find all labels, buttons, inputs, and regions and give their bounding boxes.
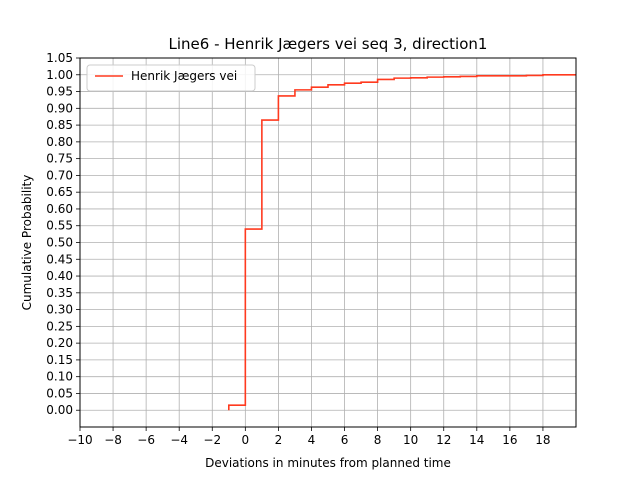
x-tick-label: 8 — [374, 433, 382, 447]
y-tick-label: 0.35 — [46, 286, 73, 300]
x-tick-label: 16 — [502, 433, 517, 447]
y-tick-label: 1.05 — [46, 51, 73, 65]
y-tick-label: 0.10 — [46, 370, 73, 384]
y-tick-label: 0.45 — [46, 252, 73, 266]
y-tick-label: 0.00 — [46, 403, 73, 417]
x-tick-label: 2 — [275, 433, 283, 447]
y-tick-label: 0.80 — [46, 135, 73, 149]
y-tick-label: 0.65 — [46, 185, 73, 199]
y-tick-label: 0.85 — [46, 118, 73, 132]
x-tick-label: 0 — [242, 433, 250, 447]
series-line — [228, 73, 576, 411]
y-tick-label: 0.70 — [46, 168, 73, 182]
legend-frame — [86, 64, 256, 92]
x-tick-label: −2 — [203, 433, 221, 447]
x-tick-label: −8 — [104, 433, 122, 447]
x-tick-label: 6 — [341, 433, 349, 447]
y-tick-label: 0.15 — [46, 353, 73, 367]
x-axis: −10 −8 −6 −4 −2 0 2 4 6 8 10 12 14 16 18 — [67, 427, 551, 447]
x-tick-label: 12 — [436, 433, 451, 447]
y-tick-label: 0.30 — [46, 303, 73, 317]
y-tick-label: 0.60 — [46, 202, 73, 216]
x-tick-label: −6 — [137, 433, 155, 447]
x-tick-label: 10 — [403, 433, 418, 447]
y-tick-label: 0.75 — [46, 152, 73, 166]
y-tick-label: 1.00 — [46, 68, 73, 82]
y-tick-label: 0.95 — [46, 85, 73, 99]
y-axis-label: Cumulative Probability — [20, 175, 34, 311]
y-tick-label: 0.05 — [46, 386, 73, 400]
y-tick-label: 0.55 — [46, 219, 73, 233]
y-tick-label: 0.40 — [46, 269, 73, 283]
x-tick-label: −4 — [170, 433, 188, 447]
y-tick-label: 0.50 — [46, 236, 73, 250]
legend-label: Henrik Jægers vei — [131, 69, 237, 83]
y-tick-label: 0.20 — [46, 336, 73, 350]
x-tick-label: −10 — [67, 433, 92, 447]
x-axis-label: Deviations in minutes from planned time — [205, 456, 451, 470]
x-tick-label: 14 — [469, 433, 484, 447]
legend: Henrik Jægers vei — [86, 64, 256, 92]
x-tick-label: 18 — [535, 433, 550, 447]
y-axis: 0.00 0.05 0.10 0.15 0.20 0.25 0.30 0.35 0.40 0.45… — [46, 51, 80, 417]
y-tick-label: 0.90 — [46, 101, 73, 115]
x-tick-label: 4 — [308, 433, 316, 447]
chart-title: Line6 - Henrik Jægers vei seq 3, directi… — [169, 35, 488, 53]
grid — [79, 57, 576, 427]
series-group — [228, 73, 576, 411]
y-tick-label: 0.25 — [46, 319, 73, 333]
